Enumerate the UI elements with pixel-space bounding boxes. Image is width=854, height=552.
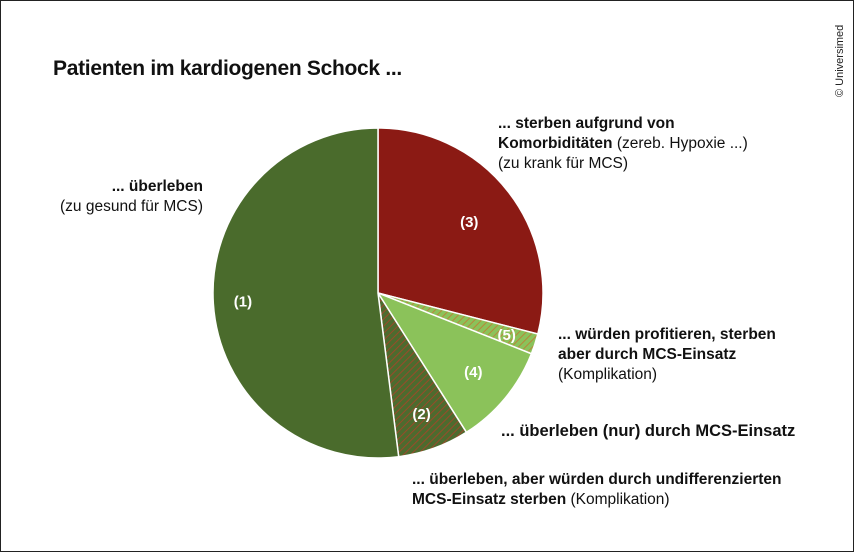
pie-slice-3 <box>377 127 544 335</box>
slice-number-1: (1) <box>234 293 252 310</box>
slice-label-5-bold2: aber durch MCS-Einsatz <box>558 346 737 363</box>
slice-number-3: (3) <box>460 214 478 231</box>
slice-label-2-note: (Komplikation) <box>566 491 670 508</box>
slice-label-4: ... überleben (nur) durch MCS-Einsatz <box>501 421 795 441</box>
slice-label-2-bold: ... überleben, aber würden durch undiffe… <box>412 471 782 488</box>
slice-number-4: (4) <box>464 364 482 381</box>
slice-label-3-bold: ... sterben aufgrund von <box>498 115 675 132</box>
slice-label-2-bold2: MCS-Einsatz sterben <box>412 491 567 508</box>
slice-label-1-bold: ... überleben <box>111 178 203 195</box>
slice-label-3-note2: (zu krank für MCS) <box>498 155 629 172</box>
slice-label-5: ... würden profitieren, sterben aber dur… <box>558 325 776 385</box>
pie-slice-1 <box>212 127 400 459</box>
slice-label-5-bold: ... würden profitieren, sterben <box>558 326 776 343</box>
chart-title: Patienten im kardiogenen Schock ... <box>53 57 402 80</box>
slice-label-1-note: (zu gesund für MCS) <box>60 198 203 215</box>
slice-label-3-note: (zereb. Hypoxie ...) <box>612 135 748 152</box>
slice-label-2: ... überleben, aber würden durch undiffe… <box>412 470 781 510</box>
slice-number-2: (2) <box>412 406 430 423</box>
pie-slice-4 <box>376 291 533 434</box>
slice-number-5: (5) <box>498 327 516 344</box>
slice-label-3: ... sterben aufgrund von Komorbiditäten … <box>498 114 748 174</box>
slice-label-1: ... überleben (zu gesund für MCS) <box>60 177 203 217</box>
slice-label-5-note: (Komplikation) <box>558 366 658 383</box>
slice-label-3-bold2: Komorbiditäten <box>498 135 613 152</box>
slice-label-4-bold: ... überleben (nur) durch MCS-Einsatz <box>501 422 796 440</box>
